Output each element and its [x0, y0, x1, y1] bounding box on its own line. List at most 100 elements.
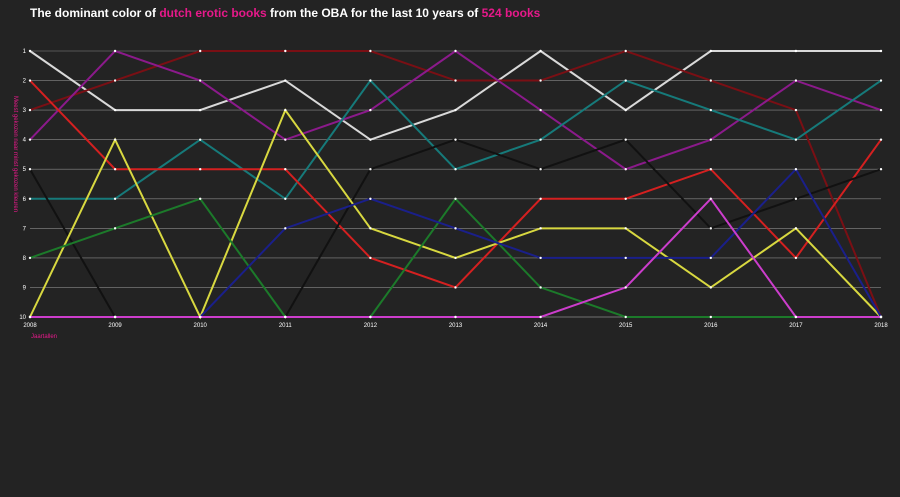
data-point [624, 315, 627, 319]
x-tick-label: 2009 [108, 323, 122, 329]
data-point [539, 79, 542, 82]
y-tick-label: 8 [23, 256, 27, 262]
y-tick-label: 3 [23, 108, 27, 114]
x-tick-label: 2012 [364, 323, 378, 329]
data-point [879, 315, 883, 319]
data-point [454, 227, 457, 230]
data-point [284, 315, 287, 319]
data-point [794, 197, 798, 200]
chart-title: The dominant color of dutch erotic books… [30, 6, 540, 20]
data-point [113, 49, 117, 53]
data-point [454, 138, 457, 141]
data-point [284, 79, 287, 82]
data-point [539, 49, 542, 53]
data-point [879, 108, 883, 112]
data-point [879, 168, 883, 171]
data-point [794, 315, 798, 319]
y-axis-label: Meest gekozen naar minst gekozen kleuren [12, 96, 18, 212]
data-point [624, 286, 627, 289]
y-tick-label: 1 [23, 49, 27, 55]
data-point [539, 168, 542, 171]
data-point [709, 256, 712, 260]
data-point [284, 138, 287, 141]
data-point [199, 108, 202, 112]
data-point [199, 168, 202, 171]
data-point [624, 227, 627, 230]
grid [30, 50, 881, 318]
data-point [199, 138, 202, 141]
x-tick-label: 2017 [789, 323, 803, 329]
data-point [709, 197, 712, 200]
data-point [284, 49, 287, 53]
x-tick-label: 2018 [874, 323, 888, 329]
data-point [794, 227, 798, 230]
data-point [28, 138, 32, 141]
data-point [199, 197, 202, 200]
data-point [624, 197, 627, 200]
x-axis: 2008 2009 2010 2011 2012 2013 2014 2015 2016 2017… [23, 316, 888, 329]
data-point [709, 315, 712, 319]
data-point [539, 315, 542, 319]
data-point [624, 168, 627, 171]
data-point [369, 108, 372, 112]
title-text-2: from the OBA for the last 10 years of [266, 6, 482, 20]
data-point [709, 49, 712, 53]
data-point [28, 168, 32, 171]
data-point [28, 79, 32, 82]
x-tick-label: 2008 [23, 323, 37, 329]
y-tick-label: 10 [19, 315, 26, 321]
data-point [113, 168, 117, 171]
x-tick-label: 2015 [619, 323, 633, 329]
data-point [794, 79, 798, 82]
data-point [113, 197, 117, 200]
data-point [454, 49, 457, 53]
data-point [454, 197, 457, 200]
data-point [369, 315, 372, 319]
data-point [113, 227, 117, 230]
data-point [113, 79, 117, 82]
data-point [284, 197, 287, 200]
data-point [539, 286, 542, 289]
y-tick-label: 2 [23, 79, 27, 85]
data-point [794, 256, 798, 260]
data-point [28, 197, 32, 200]
data-point [794, 108, 798, 112]
x-tick-label: 2016 [704, 323, 718, 329]
data-point [454, 256, 457, 260]
data-point [624, 256, 627, 260]
data-point [624, 138, 627, 141]
data-point [539, 108, 542, 112]
data-point [28, 49, 32, 53]
x-tick-label: 2013 [449, 323, 463, 329]
data-point [539, 227, 542, 230]
data-point [369, 49, 372, 53]
data-point [709, 138, 712, 141]
data-point [369, 138, 372, 141]
data-point [113, 138, 117, 141]
x-tick-label: 2014 [534, 323, 548, 329]
data-point [709, 79, 712, 82]
data-point [454, 315, 457, 319]
data-point [624, 49, 627, 53]
data-point [369, 197, 372, 200]
data-point [28, 315, 32, 319]
data-point [879, 138, 883, 141]
data-point [709, 286, 712, 289]
y-tick-label: 7 [23, 226, 27, 232]
data-point [709, 108, 712, 112]
title-highlight-count: 524 books [481, 6, 541, 20]
data-point [199, 79, 202, 82]
data-point [284, 108, 287, 112]
data-point [624, 79, 627, 82]
y-tick-label: 5 [23, 167, 27, 173]
data-point [454, 108, 457, 112]
title-highlight-genre: dutch erotic books [159, 6, 267, 20]
x-tick-label: 2010 [194, 323, 208, 329]
y-tick-label: 6 [23, 197, 27, 203]
title-text-1: The dominant color of [30, 6, 160, 20]
data-point [284, 227, 287, 230]
y-tick-label: 9 [23, 285, 27, 291]
data-point [28, 256, 32, 260]
data-point [794, 138, 798, 141]
series-line-2 [29, 49, 882, 318]
